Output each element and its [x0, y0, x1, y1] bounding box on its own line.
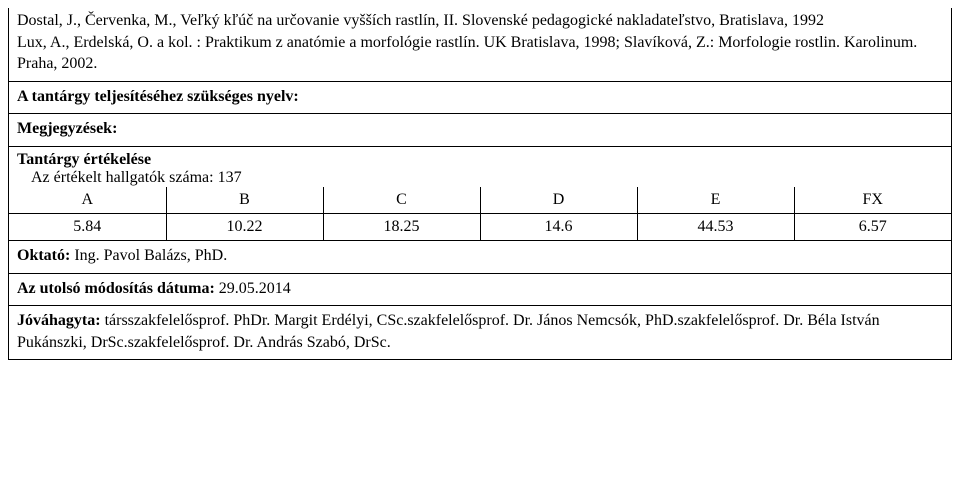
last-modified-label: Az utolsó módosítás dátuma: [17, 280, 219, 297]
course-info-table: Dostal, J., Červenka, M., Veľký kľúč na … [8, 8, 952, 360]
grade-value-row: 5.84 10.22 18.25 14.6 44.53 6.57 [9, 213, 951, 240]
grade-header: C [323, 187, 480, 214]
evaluation-section: Tantárgy értékelése Az értékelt hallgató… [9, 146, 951, 240]
references-cell: Dostal, J., Červenka, M., Veľký kľúč na … [9, 8, 951, 81]
grade-value: 6.57 [794, 213, 951, 240]
references-text: Dostal, J., Červenka, M., Veľký kľúč na … [17, 12, 917, 72]
evaluation-count: Az értékelt hallgatók száma: 137 [17, 169, 943, 187]
approval-label: Jóváhagyta: [17, 312, 105, 329]
last-modified-value: 29.05.2014 [219, 280, 291, 297]
notes-cell: Megjegyzések: [9, 113, 951, 146]
grade-value: 14.6 [480, 213, 637, 240]
notes-label: Megjegyzések: [17, 120, 117, 137]
grade-header: D [480, 187, 637, 214]
last-modified-cell: Az utolsó módosítás dátuma: 29.05.2014 [9, 273, 951, 306]
grade-header: FX [794, 187, 951, 214]
instructor-value: Ing. Pavol Balázs, PhD. [74, 247, 227, 264]
language-requirement-label: A tantárgy teljesítéséhez szükséges nyel… [17, 88, 299, 105]
language-requirement-cell: A tantárgy teljesítéséhez szükséges nyel… [9, 81, 951, 114]
instructor-cell: Oktató: Ing. Pavol Balázs, PhD. [9, 240, 951, 273]
approval-cell: Jóváhagyta: társszakfelelősprof. PhDr. M… [9, 305, 951, 359]
grade-header: A [9, 187, 166, 214]
evaluation-caption: Tantárgy értékelése Az értékelt hallgató… [9, 147, 951, 187]
grade-table: A B C D E FX 5.84 10.22 18.25 14.6 44.53… [9, 187, 951, 240]
grade-header: E [637, 187, 794, 214]
grade-value: 5.84 [9, 213, 166, 240]
grade-value: 44.53 [637, 213, 794, 240]
evaluation-title: Tantárgy értékelése [17, 151, 943, 169]
instructor-label: Oktató: [17, 247, 74, 264]
grade-value: 18.25 [323, 213, 480, 240]
grade-value: 10.22 [166, 213, 323, 240]
approval-value: társszakfelelősprof. PhDr. Margit Erdély… [17, 312, 880, 351]
grade-header-row: A B C D E FX [9, 187, 951, 214]
grade-header: B [166, 187, 323, 214]
